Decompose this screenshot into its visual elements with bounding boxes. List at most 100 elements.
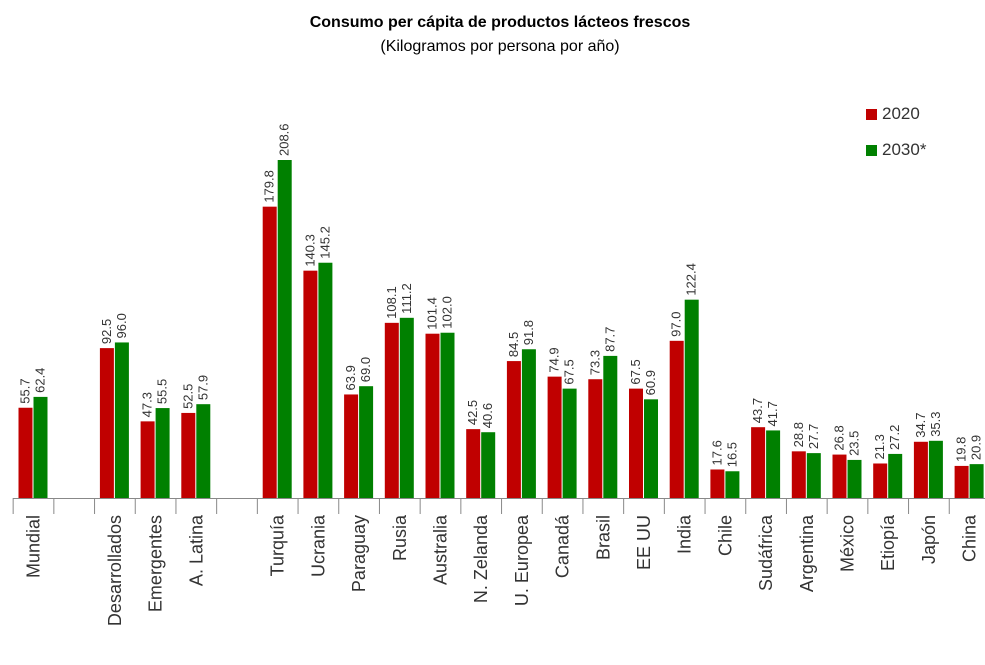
x-tick-label: Emergentes xyxy=(146,515,166,612)
data-label: 69.0 xyxy=(358,357,373,382)
data-label: 101.4 xyxy=(425,297,440,330)
x-tick-label: Desarrollados xyxy=(105,515,125,626)
data-label: 108.1 xyxy=(384,286,399,319)
x-tick-label: A. Latina xyxy=(186,514,206,586)
data-label: 19.8 xyxy=(954,437,969,462)
bar-2020 xyxy=(791,451,806,498)
bar-2020 xyxy=(303,270,318,498)
data-label: 16.5 xyxy=(724,442,739,467)
x-tick-label: Australia xyxy=(431,514,451,585)
bar-2030 xyxy=(114,342,129,498)
data-label: 97.0 xyxy=(669,312,684,337)
x-tick-label: Etiopía xyxy=(878,514,898,571)
bar-2020 xyxy=(18,407,33,498)
data-label: 67.5 xyxy=(628,359,643,384)
bar-2020 xyxy=(588,379,603,498)
data-label: 63.9 xyxy=(343,365,358,390)
data-label: 111.2 xyxy=(399,283,414,314)
data-label: 74.9 xyxy=(547,347,562,372)
bar-2030 xyxy=(33,396,48,498)
legend: 2020 2030* xyxy=(866,96,926,168)
data-label: 62.4 xyxy=(33,368,48,393)
data-label: 122.4 xyxy=(684,263,699,296)
data-label: 73.3 xyxy=(587,350,602,375)
bar-2020 xyxy=(832,454,847,498)
legend-item-2020: 2020 xyxy=(866,96,926,132)
bar-2020 xyxy=(344,394,359,498)
bar-2030 xyxy=(725,471,740,498)
bar-2030 xyxy=(155,408,170,498)
bar-2020 xyxy=(425,333,440,498)
x-tick-label: Paraguay xyxy=(349,515,369,592)
x-tick-label: Japón xyxy=(919,515,939,564)
data-label: 91.8 xyxy=(521,320,536,345)
bar-2030 xyxy=(277,160,292,498)
bar-2030 xyxy=(562,388,577,498)
data-label: 55.7 xyxy=(18,378,33,403)
bar-2030 xyxy=(766,430,781,498)
bar-2030 xyxy=(196,404,211,498)
bar-2030 xyxy=(806,453,821,498)
bar-2020 xyxy=(669,340,684,498)
bar-2030 xyxy=(440,332,455,498)
x-tick-label: Argentina xyxy=(797,514,817,592)
x-tick-label: Rusia xyxy=(390,514,410,561)
chart-subtitle: (Kilogramos por persona por año) xyxy=(380,38,620,55)
bar-2030 xyxy=(644,399,658,498)
bar-2020 xyxy=(710,469,725,498)
bar-2030 xyxy=(399,317,414,498)
data-label: 145.2 xyxy=(317,226,332,259)
bar-2020 xyxy=(181,412,196,498)
bar-2030 xyxy=(684,299,699,498)
bar-2030 xyxy=(888,453,903,498)
x-tick-label: Sudáfrica xyxy=(756,514,776,591)
data-label: 17.6 xyxy=(709,440,724,465)
bar-2020 xyxy=(99,348,114,498)
data-label: 96.0 xyxy=(114,313,129,338)
bar-2030 xyxy=(318,262,333,498)
data-label: 55.5 xyxy=(155,379,170,404)
data-label: 92.5 xyxy=(99,319,114,344)
data-label: 35.3 xyxy=(928,411,943,436)
data-label: 43.7 xyxy=(750,398,765,423)
legend-label-2020: 2020 xyxy=(882,104,920,123)
data-label: 60.9 xyxy=(643,370,658,395)
x-tick-label: N. Zelanda xyxy=(471,514,491,603)
legend-item-2030: 2030* xyxy=(866,132,926,168)
data-label: 84.5 xyxy=(506,332,521,357)
data-label: 41.7 xyxy=(765,401,780,426)
x-tick-label: India xyxy=(675,514,695,554)
bar-2030 xyxy=(603,355,618,498)
x-tick-label: México xyxy=(838,515,858,572)
data-label: 21.3 xyxy=(872,434,887,459)
data-label: 26.8 xyxy=(832,425,847,450)
bar-2030 xyxy=(847,459,862,498)
x-tick-label: Turquía xyxy=(268,514,288,576)
data-label: 179.8 xyxy=(262,170,277,203)
bar-2020 xyxy=(506,361,521,498)
bar-2030 xyxy=(969,464,984,498)
data-label: 28.8 xyxy=(791,422,806,447)
x-tick-label: EE UU xyxy=(634,515,654,570)
bar-2020 xyxy=(262,206,277,498)
data-label: 67.5 xyxy=(562,359,577,384)
bar-2020 xyxy=(384,322,399,498)
data-label: 40.6 xyxy=(480,403,495,428)
bar-2030 xyxy=(928,440,943,498)
data-label: 42.5 xyxy=(465,400,480,425)
bar-2020 xyxy=(954,465,969,498)
data-label: 20.9 xyxy=(969,435,984,460)
legend-label-2030: 2030* xyxy=(882,140,927,159)
data-label: 27.7 xyxy=(806,424,821,449)
x-tick-label: Mundial xyxy=(24,515,44,578)
data-label: 23.5 xyxy=(847,431,862,456)
data-label: 27.2 xyxy=(887,425,902,450)
data-label: 57.9 xyxy=(195,375,210,400)
data-label: 34.7 xyxy=(913,412,928,437)
data-label: 102.0 xyxy=(440,296,455,329)
bar-2020 xyxy=(873,463,888,498)
bar-2020 xyxy=(629,388,643,498)
data-label: 140.3 xyxy=(302,234,317,267)
data-label: 52.5 xyxy=(180,384,195,409)
